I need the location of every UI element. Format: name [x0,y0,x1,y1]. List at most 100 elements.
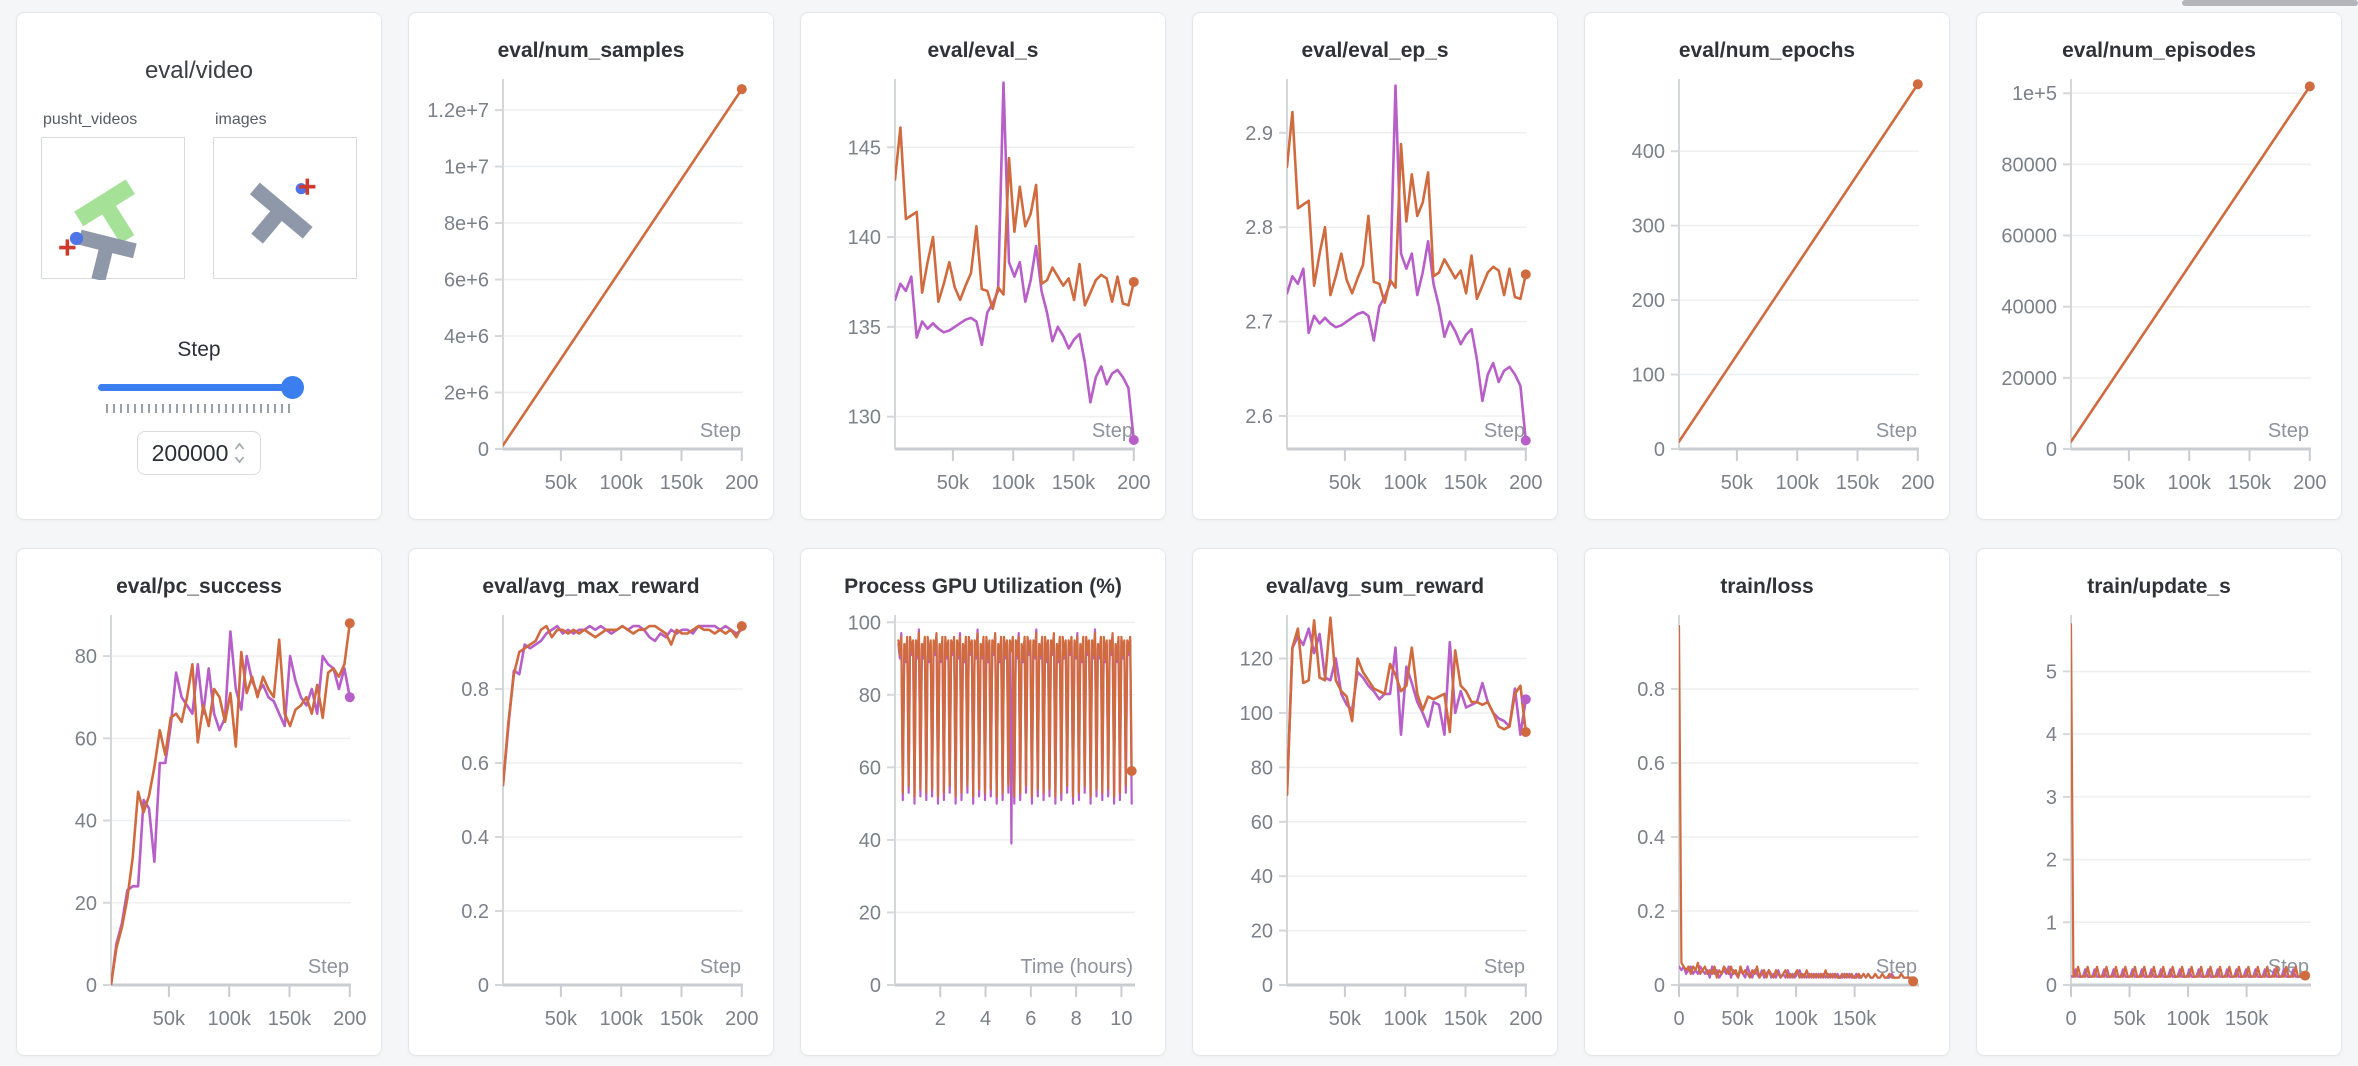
svg-text:100k: 100k [1776,472,1820,494]
step-slider-track[interactable] [98,384,300,391]
chart-train-loss[interactable]: 0 0.2 0.4 0.6 0.8 0 50k 100k 150k Step [1595,603,1939,1047]
chart-eval-eval-ep-s[interactable]: 2.6 2.7 2.8 2.9 50k 100k 150k 200 Step [1203,67,1547,511]
svg-text:0: 0 [1673,1008,1684,1030]
pusht-scene-icon [249,178,316,244]
chart-eval-avg-sum-reward[interactable]: 0 20 40 60 80 100 120 50k 100k 150k 200 Step [1203,603,1547,1047]
panel-train-loss: train/loss 0 0.2 0.4 0.6 0.8 0 50k 100k 150k Step [1584,548,1950,1056]
svg-text:0: 0 [478,439,489,461]
step-control-area: Step 200000 [17,338,381,475]
svg-text:50k: 50k [1721,1008,1754,1030]
svg-text:Step: Step [700,956,741,978]
svg-text:1: 1 [2046,912,2057,934]
svg-text:400: 400 [1632,141,1665,163]
svg-text:80: 80 [1251,757,1273,779]
svg-text:135: 135 [848,317,881,339]
svg-text:0.8: 0.8 [461,679,489,701]
series-end-dot [1908,976,1919,987]
svg-text:50k: 50k [1329,1008,1362,1030]
svg-text:60: 60 [859,757,881,779]
pusht-scene-icon [59,179,137,282]
svg-text:50k: 50k [153,1008,186,1030]
chart-title: eval/avg_sum_reward [1265,575,1485,598]
svg-text:200: 200 [725,472,758,494]
series-line [503,87,743,447]
chart-eval-num-episodes[interactable]: 0 20000 40000 60000 80000 1e+5 50k 100k 150k 200 S… [1987,67,2331,511]
panel-gpu-utilization: Process GPU Utilization (%) 0 20 40 60 80 100… [800,548,1166,1056]
svg-text:4: 4 [980,1008,991,1030]
svg-text:10: 10 [1110,1008,1132,1030]
svg-text:Step: Step [1484,956,1525,978]
svg-text:60: 60 [1251,812,1273,834]
svg-text:Step: Step [308,956,349,978]
series-line [111,630,351,985]
svg-text:1e+7: 1e+7 [444,157,489,179]
series-end-dot [1912,79,1923,90]
svg-text:50k: 50k [2113,472,2146,494]
svg-text:3: 3 [2046,787,2057,809]
series-end-dot [1128,435,1139,446]
step-number-input[interactable]: 200000 [137,431,261,475]
step-slider-thumb[interactable] [281,376,304,399]
svg-text:0: 0 [870,975,881,997]
chart-title: eval/eval_s [927,39,1039,62]
panel-eval-num-epochs: eval/num_epochs 0 100 200 300 400 50k 100k 150k… [1584,12,1950,520]
series-line [2071,623,2307,978]
svg-text:150k: 150k [268,1008,312,1030]
chart-title: Process GPU Utilization (%) [844,575,1122,598]
step-slider[interactable] [98,376,304,399]
svg-text:100k: 100k [992,472,1036,494]
svg-text:80: 80 [859,685,881,707]
series-line [503,624,743,787]
media-item-pusht-videos: pusht_videos [41,111,185,282]
chart-eval-num-epochs[interactable]: 0 100 200 300 400 50k 100k 150k 200 Step [1595,67,1939,511]
chart-eval-num-samples[interactable]: 0 2e+6 4e+6 6e+6 8e+6 1e+7 1.2e+7 50k 100k 150k 20… [419,67,763,511]
svg-text:Step: Step [1484,420,1525,442]
svg-text:50k: 50k [2113,1008,2146,1030]
svg-text:0: 0 [2046,439,2057,461]
images-thumbnail[interactable] [213,137,357,279]
svg-text:0: 0 [478,975,489,997]
series-line [897,632,1133,798]
svg-text:100k: 100k [1384,472,1428,494]
series-line [1287,627,1527,796]
svg-text:0: 0 [86,975,97,997]
video-panel-title: eval/video [144,57,254,84]
step-slider-tickmarks [106,404,292,413]
svg-text:130: 130 [848,407,881,429]
svg-text:Step: Step [700,420,741,442]
svg-text:150k: 150k [2225,1008,2269,1030]
series-end-dot [344,692,355,703]
stepper-arrows-icon[interactable] [233,440,246,466]
svg-text:0.2: 0.2 [461,901,489,923]
chart-eval-avg-max-reward[interactable]: 0 0.2 0.4 0.6 0.8 50k 100k 150k 200 Step [419,603,763,1047]
chart-gpu-utilization[interactable]: 0 20 40 60 80 100 2 4 6 8 10 Time (hours) [811,603,1155,1047]
media-item-images: images [213,111,357,279]
svg-text:40: 40 [859,830,881,852]
step-value[interactable]: 200000 [151,439,229,466]
svg-text:60000: 60000 [2001,226,2057,248]
svg-text:200: 200 [1509,472,1542,494]
svg-text:100k: 100k [600,472,644,494]
svg-text:100: 100 [1240,703,1273,725]
svg-text:50k: 50k [1721,472,1754,494]
panel-eval-avg-sum-reward: eval/avg_sum_reward 0 20 40 60 80 100 120 50k 10… [1192,548,1558,1056]
svg-text:40: 40 [1251,866,1273,888]
series-end-dot [736,84,747,95]
series-end-dot [1520,694,1531,705]
chart-eval-eval-s[interactable]: 130 135 140 145 50k 100k 150k 200 Step [811,67,1155,511]
series-line [503,624,743,787]
svg-text:100k: 100k [2168,472,2212,494]
svg-text:Step: Step [1876,956,1917,978]
svg-text:0.6: 0.6 [461,753,489,775]
svg-text:4: 4 [2046,724,2057,746]
svg-text:150k: 150k [2228,472,2272,494]
svg-text:0: 0 [1262,975,1273,997]
horizontal-scrollbar-thumb[interactable] [2182,0,2358,6]
svg-text:1e+5: 1e+5 [2012,83,2057,105]
chart-eval-pc-success[interactable]: 0 20 40 60 80 50k 100k 150k 200 Step [27,603,371,1047]
svg-text:150k: 150k [660,1008,704,1030]
pusht-video-thumbnail[interactable] [41,137,185,282]
svg-text:50k: 50k [937,472,970,494]
